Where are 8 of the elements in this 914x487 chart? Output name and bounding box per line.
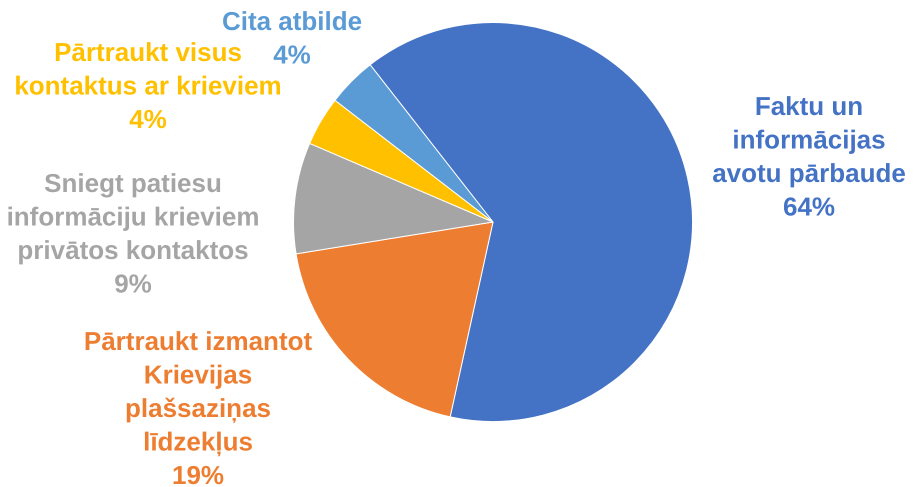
data-label: 4% bbox=[129, 104, 167, 134]
data-label: 19% bbox=[172, 460, 224, 487]
slice-label: Faktu un informācijas avotu pārbaude bbox=[712, 91, 906, 188]
slice-label: Sniegt patiesu informāciju krieviem privātos kontaktos bbox=[6, 168, 260, 266]
slice-label: Cita atbilde bbox=[222, 6, 362, 36]
data-label: 64% bbox=[782, 192, 836, 222]
slice-label: Pārtraukt izmantot Krievijas plašsaziņas līdzekļus bbox=[84, 326, 312, 457]
data-label: 9% bbox=[114, 268, 152, 299]
